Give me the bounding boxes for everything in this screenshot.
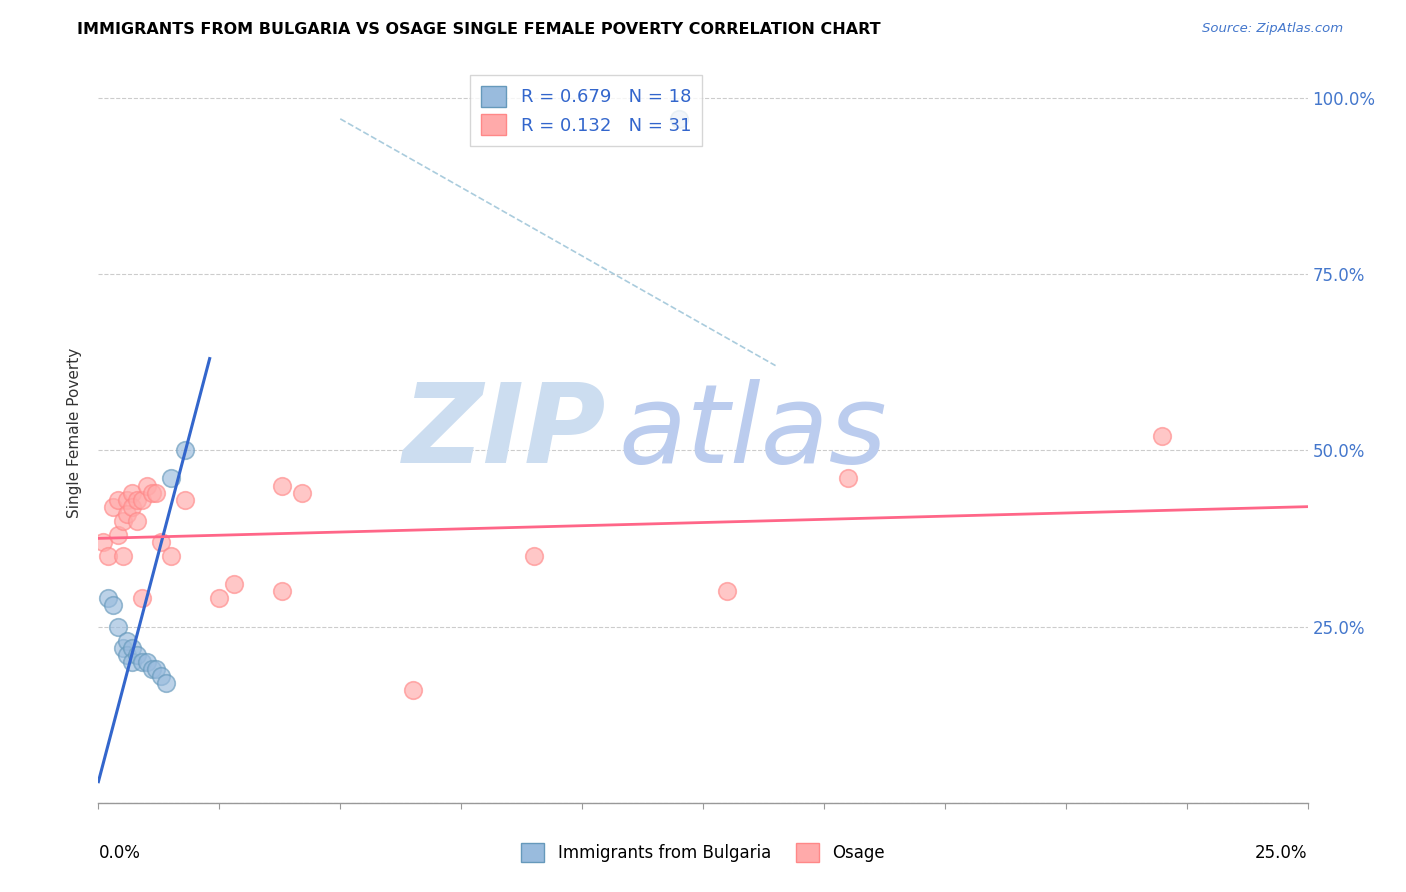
Point (160, 471, 183, 485)
Point (101, 599, 124, 613)
Point (523, 549, 546, 563)
Point (222, 577, 245, 591)
Y-axis label: Single Female Poverty: Single Female Poverty (67, 348, 83, 517)
Text: Source: ZipAtlas.com: Source: ZipAtlas.com (1202, 22, 1343, 36)
Text: ZIP: ZIP (402, 379, 606, 486)
Point (174, 492, 197, 507)
Point (208, 591, 231, 606)
Point (111, 549, 134, 563)
Point (402, 683, 425, 698)
Point (174, 443, 197, 458)
Point (107, 528, 129, 542)
Legend: Immigrants from Bulgaria, Osage: Immigrants from Bulgaria, Osage (515, 836, 891, 869)
Point (107, 619, 129, 633)
Point (91, 535, 114, 549)
Point (131, 591, 153, 606)
Point (155, 676, 177, 690)
Point (150, 669, 173, 683)
Point (716, 584, 738, 599)
Point (117, 633, 139, 648)
Text: 0.0%: 0.0% (98, 844, 141, 862)
Point (141, 485, 163, 500)
Text: atlas: atlas (619, 379, 887, 486)
Point (127, 492, 149, 507)
Point (1152, 429, 1174, 443)
Point (117, 507, 139, 521)
Point (271, 584, 294, 599)
Point (668, 112, 690, 126)
Point (131, 492, 153, 507)
Point (97, 549, 120, 563)
Point (141, 662, 163, 676)
Point (290, 485, 312, 500)
Point (160, 549, 183, 563)
Point (121, 640, 143, 655)
Point (150, 535, 173, 549)
Point (145, 485, 167, 500)
Point (127, 514, 149, 528)
Point (97, 591, 120, 606)
Point (111, 514, 134, 528)
Point (837, 471, 859, 485)
Point (117, 492, 139, 507)
Point (107, 492, 129, 507)
Point (121, 485, 143, 500)
Point (271, 478, 294, 492)
Point (121, 655, 143, 669)
Point (111, 640, 134, 655)
Point (117, 648, 139, 662)
Text: 25.0%: 25.0% (1256, 844, 1308, 862)
Point (135, 478, 157, 492)
Point (127, 648, 149, 662)
Point (121, 500, 143, 514)
Point (145, 662, 167, 676)
Text: IMMIGRANTS FROM BULGARIA VS OSAGE SINGLE FEMALE POVERTY CORRELATION CHART: IMMIGRANTS FROM BULGARIA VS OSAGE SINGLE… (77, 22, 882, 37)
Point (101, 500, 124, 514)
Point (135, 655, 157, 669)
Point (131, 655, 153, 669)
